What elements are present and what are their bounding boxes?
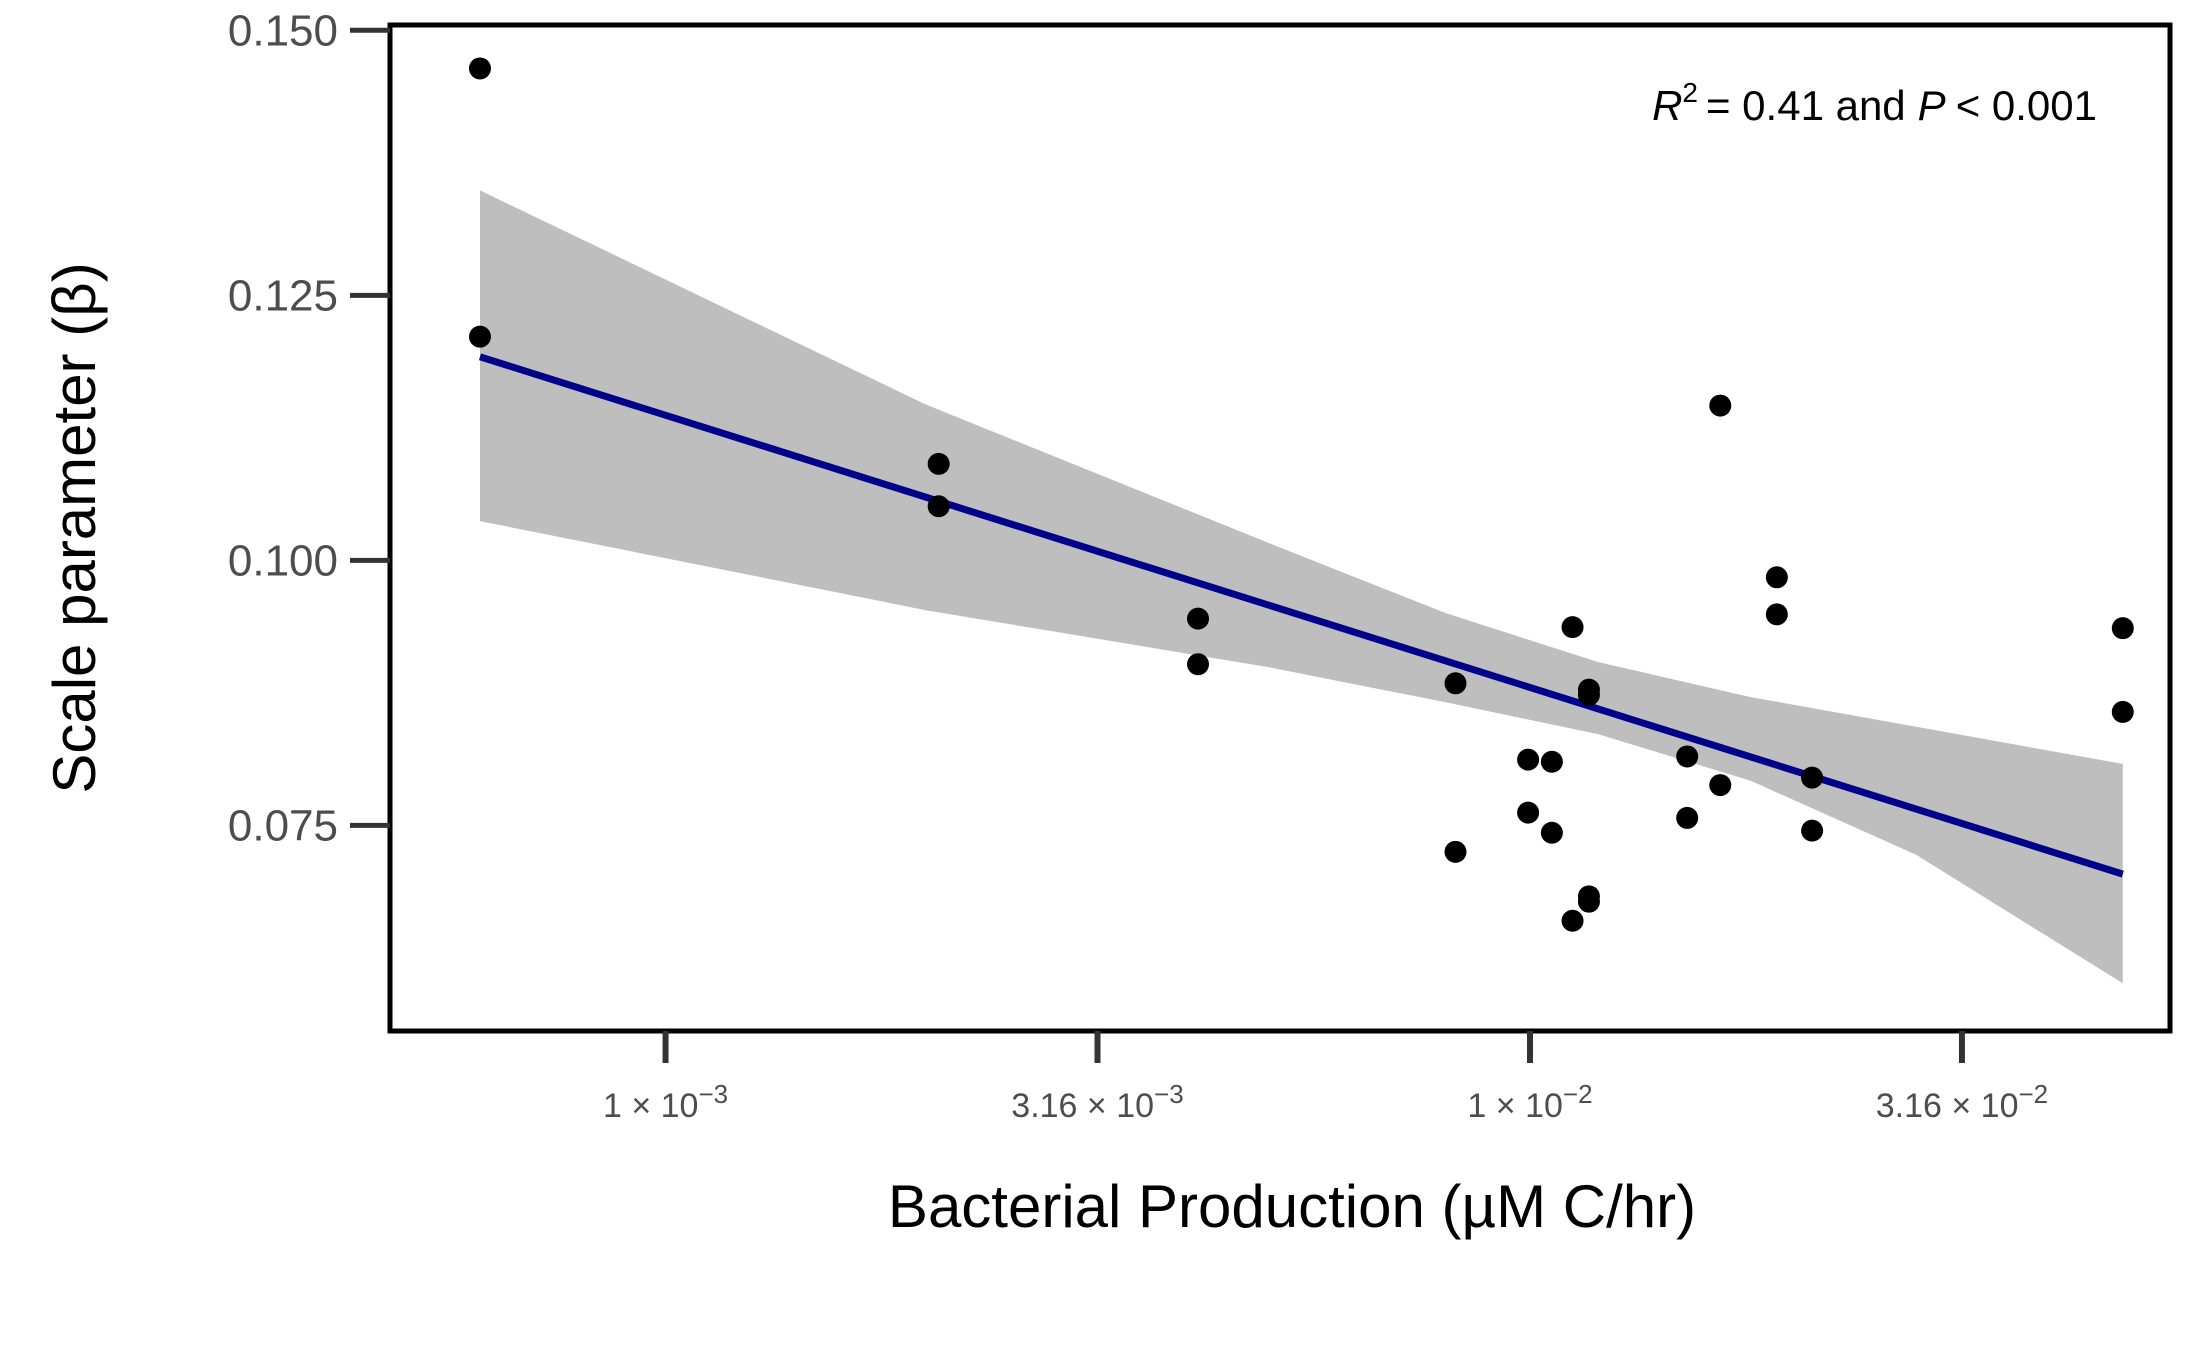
regression-line (478, 353, 2124, 878)
data-point (1517, 748, 1540, 771)
plot-panel-border (387, 22, 2173, 1034)
data-point (2111, 617, 2134, 640)
data-point (1517, 801, 1540, 824)
points-group (468, 57, 2134, 932)
data-point (1561, 616, 1584, 639)
r-squared-symbol: R (1652, 82, 1682, 129)
data-point (1561, 909, 1584, 932)
confidence-band (480, 190, 2123, 984)
x-axis-title: Bacterial Production (µM C/hr) (888, 1173, 1696, 1240)
y-tick-label: 0.125 (228, 271, 338, 320)
y-axis: 0.075 0.100 0.125 0.150 (228, 6, 390, 850)
x-tick-exponent: −2 (1563, 1079, 1593, 1109)
annotation-text-1: = 0.41 and (1706, 82, 1906, 129)
x-tick-exponent: −3 (1154, 1079, 1184, 1109)
data-point (1187, 653, 1210, 676)
stats-annotation: R2 = 0.41 and P < 0.001 (1652, 77, 2097, 129)
x-tick-label: 3.16 × 10−2 (1876, 1079, 2048, 1125)
data-point (1540, 821, 1563, 844)
data-point (1676, 745, 1699, 768)
annotation-text-2: < 0.001 (1956, 82, 2097, 129)
fit-line-group (478, 353, 2124, 878)
x-axis: 1 × 10−3 3.16 × 10−3 1 × 10−2 3.16 × 10−2 (603, 1031, 2048, 1125)
data-point (1709, 774, 1732, 797)
x-tick-label: 1 × 10−2 (1467, 1079, 1592, 1125)
x-tick-mantissa: 3.16 × 10 (1876, 1087, 2019, 1125)
y-axis-title: Scale parameter (β) (41, 262, 108, 793)
x-tick-label: 3.16 × 10−3 (1011, 1079, 1183, 1125)
data-point (1444, 840, 1467, 863)
data-point (1801, 766, 1824, 789)
data-point (1676, 806, 1699, 829)
y-tick-label: 0.075 (228, 801, 338, 850)
y-tick-label: 0.150 (228, 6, 338, 55)
data-point (2111, 700, 2134, 723)
r-squared-superscript: 2 (1682, 77, 1698, 108)
x-tick-exponent: −3 (698, 1079, 728, 1109)
p-value-symbol: P (1918, 82, 1946, 129)
x-tick-mantissa: 1 × 10 (603, 1087, 698, 1125)
data-point (1187, 607, 1210, 630)
data-point (468, 57, 491, 80)
data-point (1765, 603, 1788, 626)
confidence-band-group (480, 190, 2123, 984)
x-tick-mantissa: 1 × 10 (1467, 1087, 1562, 1125)
data-point (1540, 750, 1563, 773)
x-tick-mantissa: 3.16 × 10 (1011, 1087, 1154, 1125)
data-point (1709, 394, 1732, 417)
data-point (1801, 819, 1824, 842)
x-tick-label: 1 × 10−3 (603, 1079, 728, 1125)
data-point (927, 495, 950, 518)
data-point (1577, 683, 1600, 706)
data-point (468, 325, 491, 348)
data-point (1765, 566, 1788, 589)
data-point (1577, 890, 1600, 913)
data-point (927, 452, 950, 475)
x-tick-exponent: −2 (2018, 1079, 2048, 1109)
y-tick-label: 0.100 (228, 536, 338, 585)
data-point (1444, 672, 1467, 695)
